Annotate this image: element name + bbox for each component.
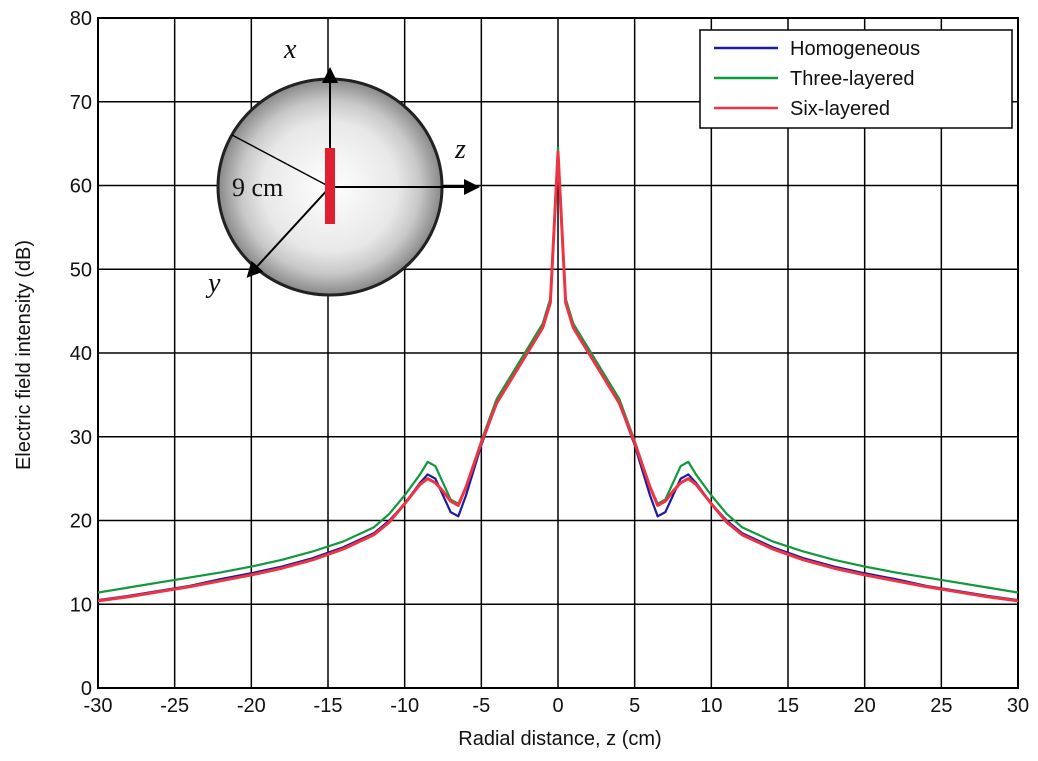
legend-label: Three-layered: [790, 68, 915, 90]
y-tick-label: 80: [70, 8, 92, 30]
data-line: [97, 150, 1019, 603]
axis-annotation: y: [205, 268, 221, 299]
inset-diagram: x z y 9 cm: [205, 34, 480, 299]
y-tick-label: 0: [81, 678, 92, 700]
x-tick-label: -15: [314, 695, 343, 717]
y-tick-label: 30: [70, 427, 92, 449]
x-tick-label: 20: [854, 695, 876, 717]
axis-annotation: z: [454, 134, 466, 165]
y-tick-label: 10: [70, 594, 92, 616]
plot-frame: [97, 17, 1019, 689]
legend-label: Homogeneous: [790, 38, 920, 60]
y-tick-label: 40: [70, 343, 92, 365]
y-tick-label: 20: [70, 511, 92, 533]
x-tick-label: 30: [1007, 695, 1029, 717]
x-tick-label: -10: [390, 695, 419, 717]
x-tick-label: 15: [777, 695, 799, 717]
x-tick-label: -25: [160, 695, 189, 717]
radius-annotation: 9 cm: [232, 173, 283, 202]
x-axis-title: Radial distance, z (cm): [458, 728, 661, 750]
axis-annotation: x: [283, 34, 297, 65]
x-tick-label: -20: [237, 695, 266, 717]
x-tick-label: 10: [700, 695, 722, 717]
x-tick-label: 0: [552, 695, 563, 717]
y-tick-label: 60: [70, 176, 92, 198]
x-tick-label: -30: [84, 695, 113, 717]
x-tick-label: 5: [629, 695, 640, 717]
y-axis-title: Electric field intensity (dB): [13, 240, 35, 470]
y-tick-label: 50: [70, 259, 92, 281]
legend-label: Six-layered: [790, 98, 890, 120]
x-tick-label: 25: [930, 695, 952, 717]
x-tick-label: -5: [472, 695, 490, 717]
data-line: [97, 146, 1019, 594]
legend-box: [699, 29, 1013, 129]
y-tick-label: 70: [70, 92, 92, 114]
